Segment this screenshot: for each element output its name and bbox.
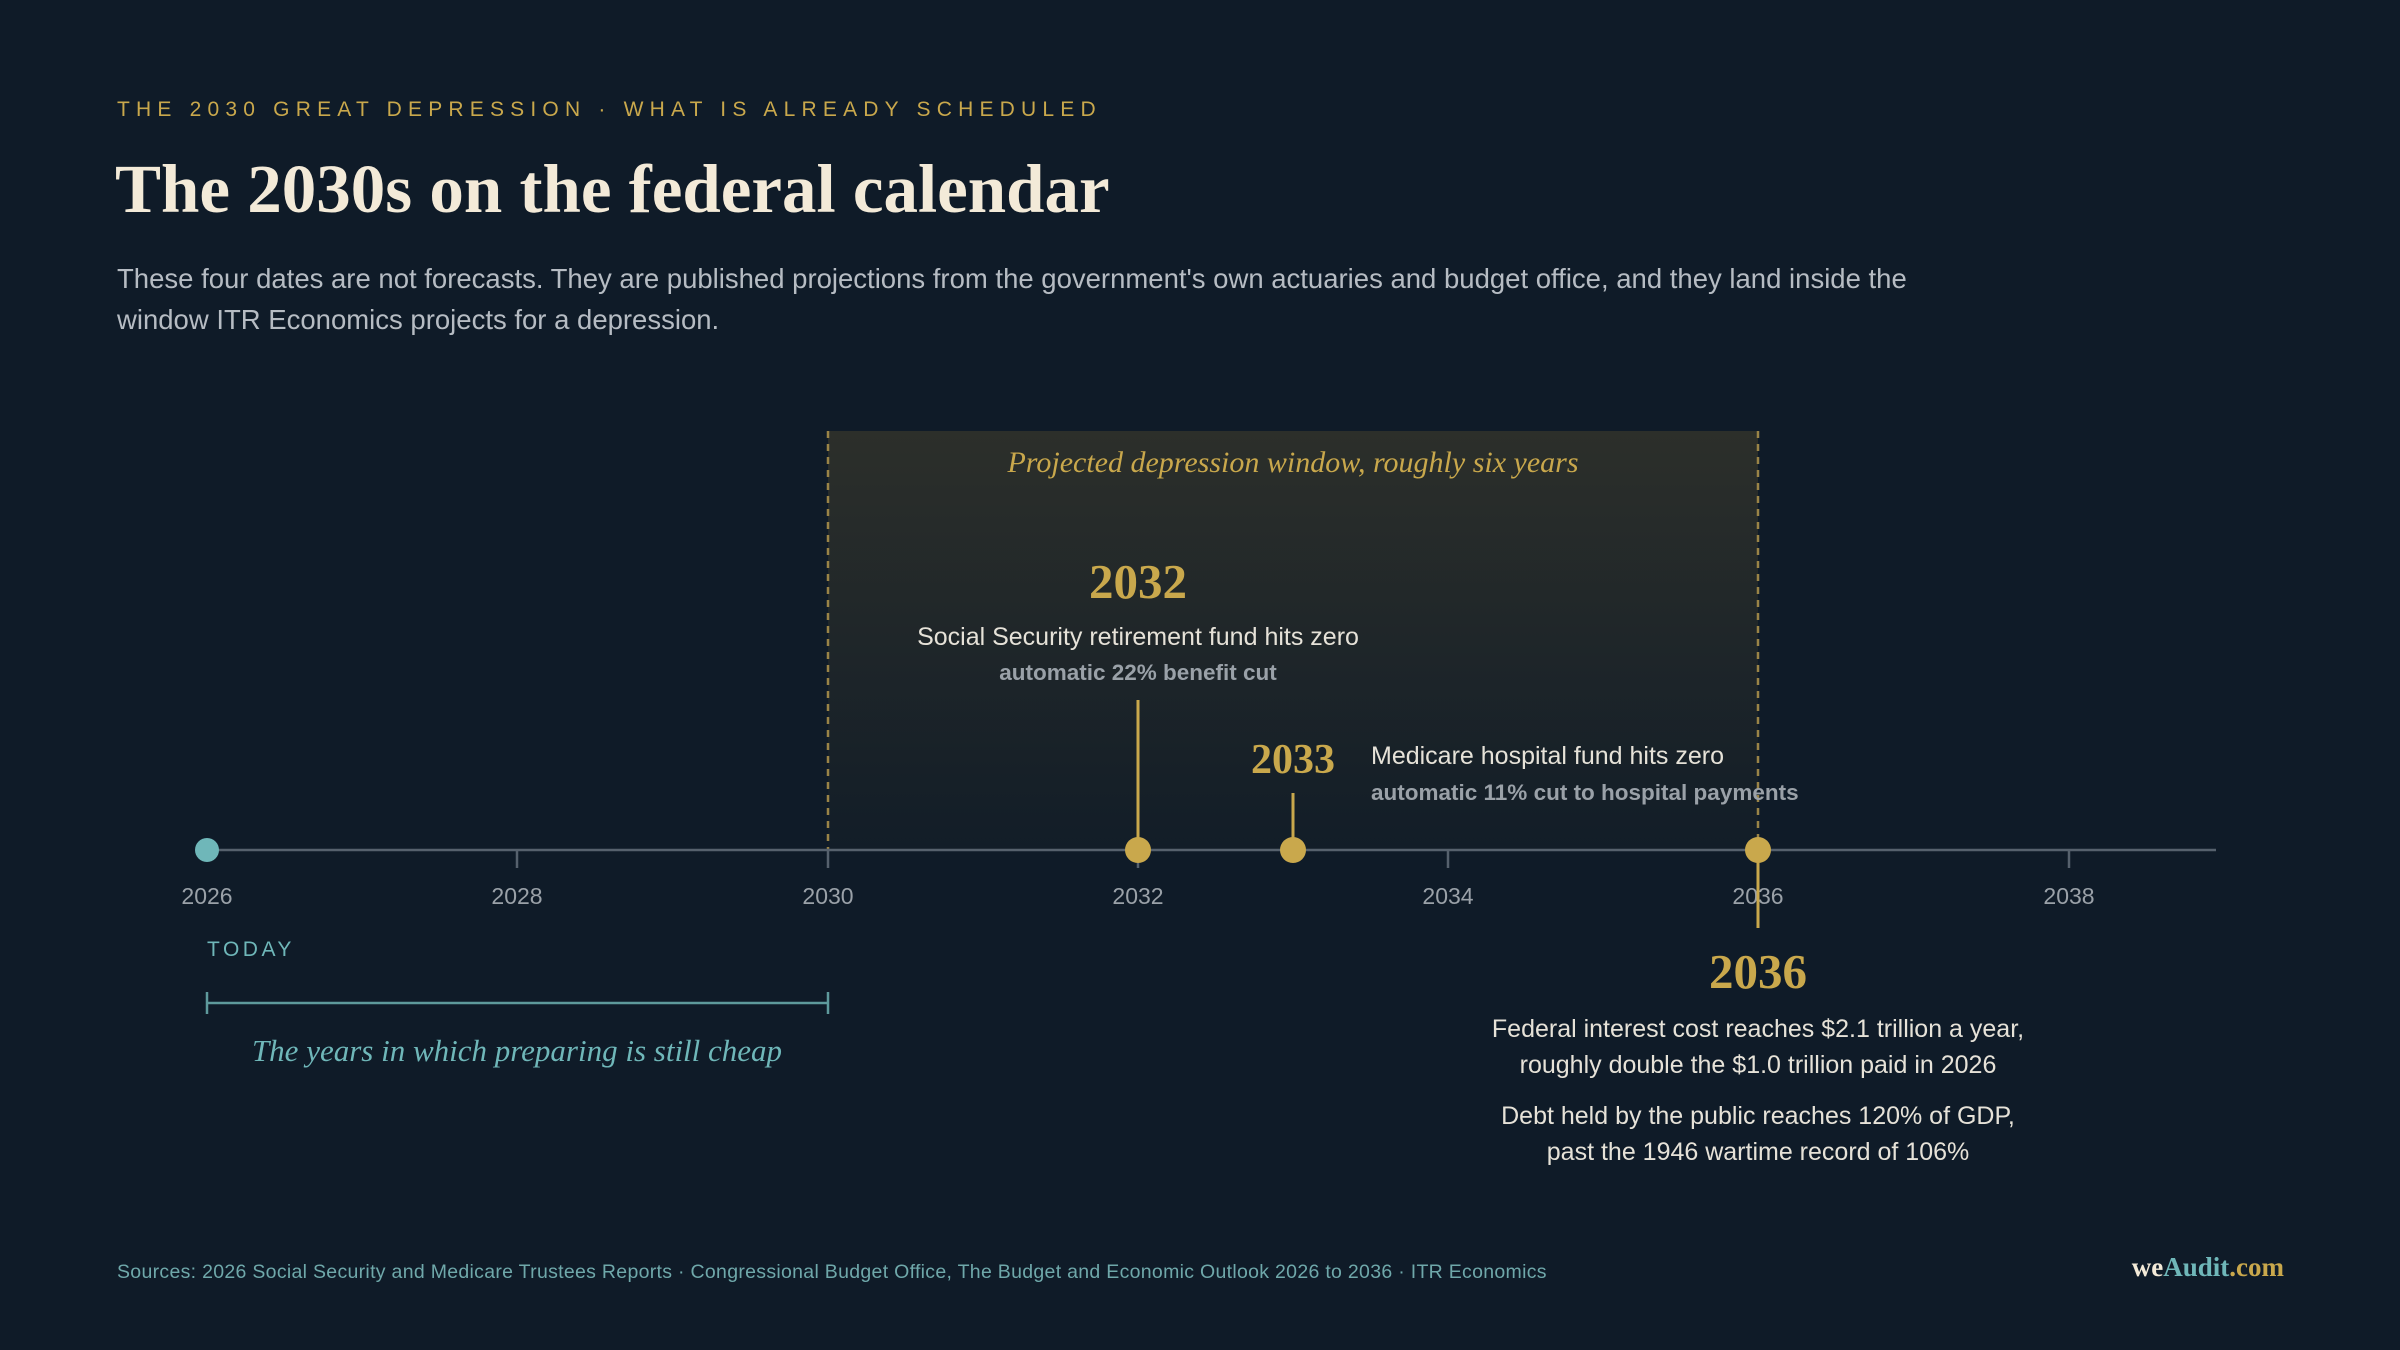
- page-subtitle: These four dates are not forecasts. They…: [117, 263, 1907, 335]
- brand-audit: Audit: [2163, 1252, 2230, 1282]
- brand-we: we: [2131, 1252, 2164, 1282]
- tick-label-2026: 2026: [181, 883, 232, 909]
- brand-com: .com: [2229, 1252, 2284, 1282]
- event-2032-year: 2032: [1089, 554, 1187, 609]
- tick-label-2028: 2028: [491, 883, 542, 909]
- event-2036-interest-line-1: Federal interest cost reaches $2.1 trill…: [1492, 1015, 2024, 1043]
- page-title: The 2030s on the federal calendar: [115, 151, 1110, 227]
- today-label: TODAY: [207, 938, 295, 961]
- tick-label-2030: 2030: [802, 883, 853, 909]
- event-2036-debt-line-1: Debt held by the public reaches 120% of …: [1501, 1102, 2015, 1130]
- event-2033-marker: [1280, 837, 1306, 863]
- window-label: Projected depression window, roughly six…: [1006, 446, 1578, 479]
- event-2036-year: 2036: [1709, 944, 1807, 999]
- eyebrow-label: THE 2030 GREAT DEPRESSION · WHAT IS ALRE…: [117, 98, 1102, 121]
- tick-label-2034: 2034: [1422, 883, 1473, 909]
- preparing-label: The years in which preparing is still ch…: [252, 1033, 782, 1068]
- event-2033-year: 2033: [1251, 737, 1335, 783]
- preparing-bracket: [205, 992, 830, 1014]
- axis-tick-labels: 2026 2028 2030 2032 2034 2036 2038: [181, 883, 2094, 909]
- tick-label-2032: 2032: [1112, 883, 1163, 909]
- event-2032-impact: automatic 22% benefit cut: [999, 660, 1277, 685]
- brand-logo[interactable]: weAudit.com: [2132, 1252, 2284, 1283]
- event-2036-interest-line-2: roughly double the $1.0 trillion paid in…: [1520, 1051, 1997, 1079]
- tick-label-2038: 2038: [2043, 883, 2094, 909]
- event-2033-description: Medicare hospital fund hits zero: [1371, 742, 1724, 770]
- event-2033-impact: automatic 11% cut to hospital payments: [1371, 780, 1799, 805]
- event-2036-debt-line-2: past the 1946 wartime record of 106%: [1547, 1138, 1969, 1166]
- event-2032-description: Social Security retirement fund hits zer…: [917, 623, 1359, 651]
- sources-footnote: Sources: 2026 Social Security and Medica…: [117, 1261, 1547, 1283]
- event-2036-description: Federal interest cost reaches $2.1 trill…: [1492, 1015, 2024, 1166]
- event-2032-marker: [1125, 837, 1151, 863]
- today-marker: [195, 838, 219, 862]
- depression-window-band: [828, 431, 1758, 850]
